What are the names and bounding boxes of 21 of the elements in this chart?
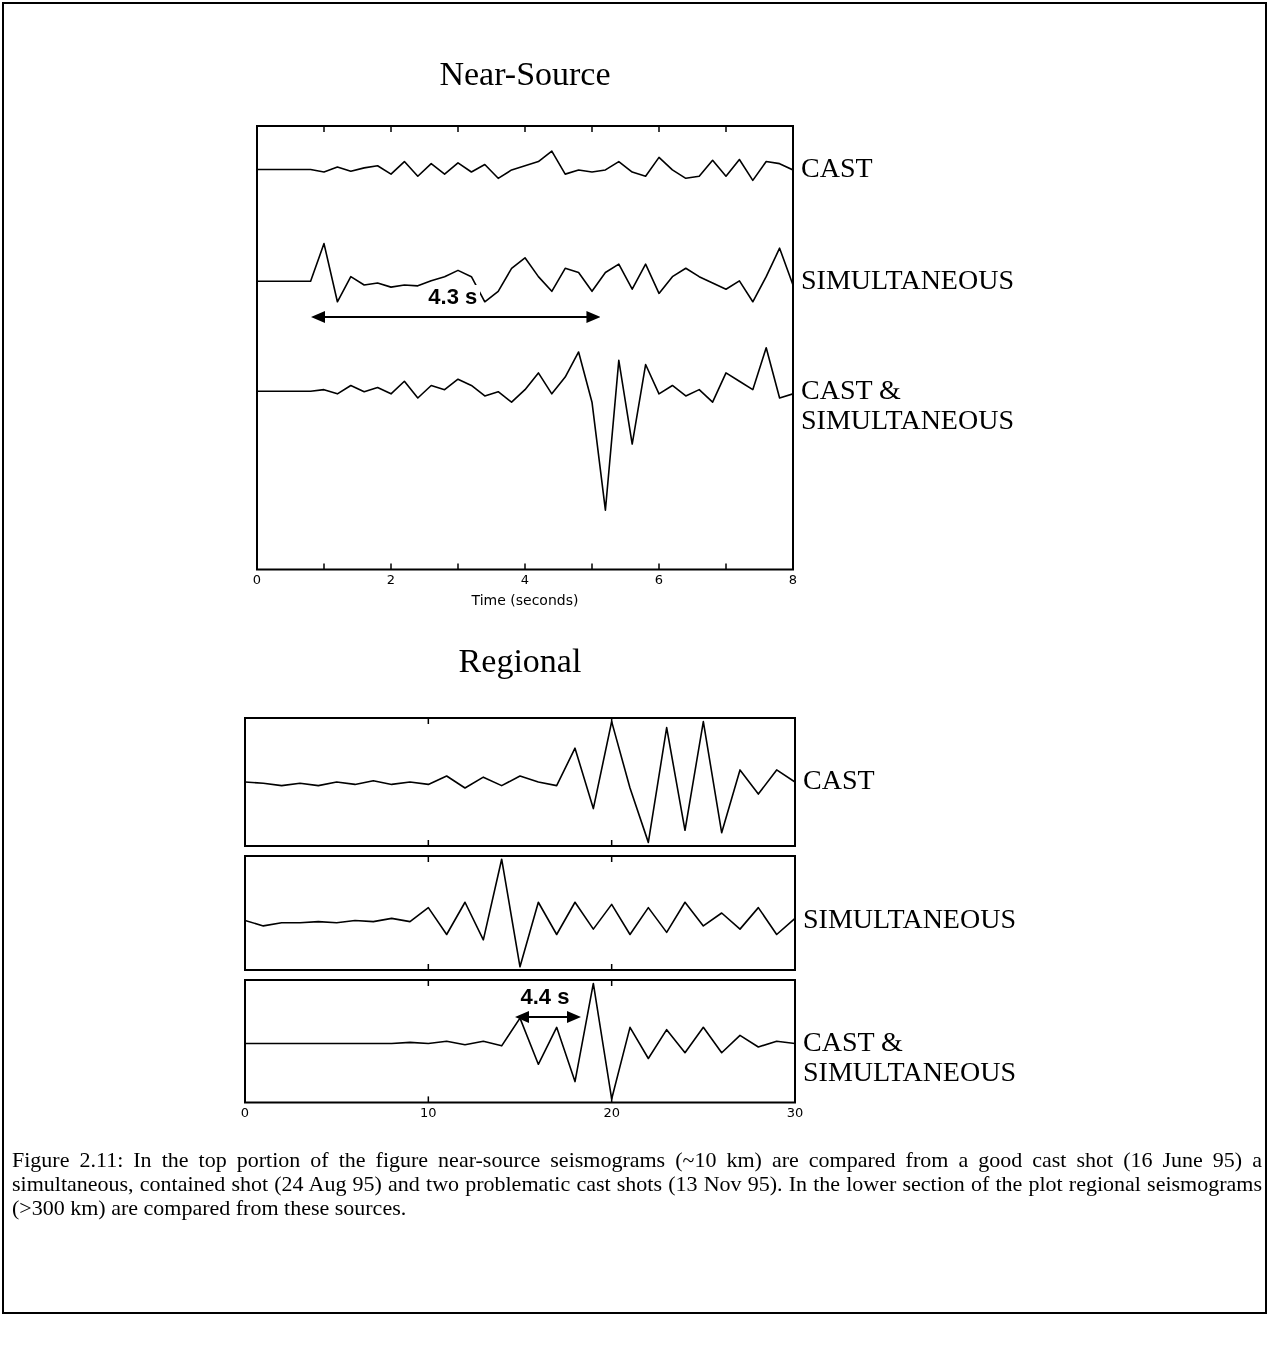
chart-title: Regional [457,642,583,680]
x-tick-label: 2 [386,571,396,587]
x-tick-label: 10 [420,1104,437,1120]
series-label: CAST & SIMULTANEOUS [801,373,1014,435]
x-tick-label: 0 [252,571,262,587]
x-tick-label: 8 [788,571,798,587]
series-label: SIMULTANEOUS [801,263,1014,295]
x-tick-label: 30 [786,1104,804,1120]
x-tick-label: 4 [520,571,530,587]
x-axis-title: Time (seconds) [470,592,579,609]
x-tick-label: 20 [603,1104,620,1120]
x-tick-label: 0 [240,1104,250,1120]
chart-title: Near-Source [438,55,612,93]
caption: Figure 2.11: In the top portion of the figure near-source seismograms (~10 km) are compared from a good cast shot (16 June 95) a simultaneous, contained shot (24 Aug 95) and two problematic cast shots (13 Nov 95). In the lower section of the plot regional seismograms (>300 km) are compared from these sources. [12,1147,1262,1220]
x-tick-label: 6 [654,571,664,587]
series-label: SIMULTANEOUS [803,902,1016,934]
annotation: 4.4 s [517,983,573,1009]
series-label: CAST & SIMULTANEOUS [803,1025,1016,1087]
series-label: CAST [803,764,875,796]
annotation: 4.3 s [425,283,481,309]
series-label: CAST [801,151,873,183]
